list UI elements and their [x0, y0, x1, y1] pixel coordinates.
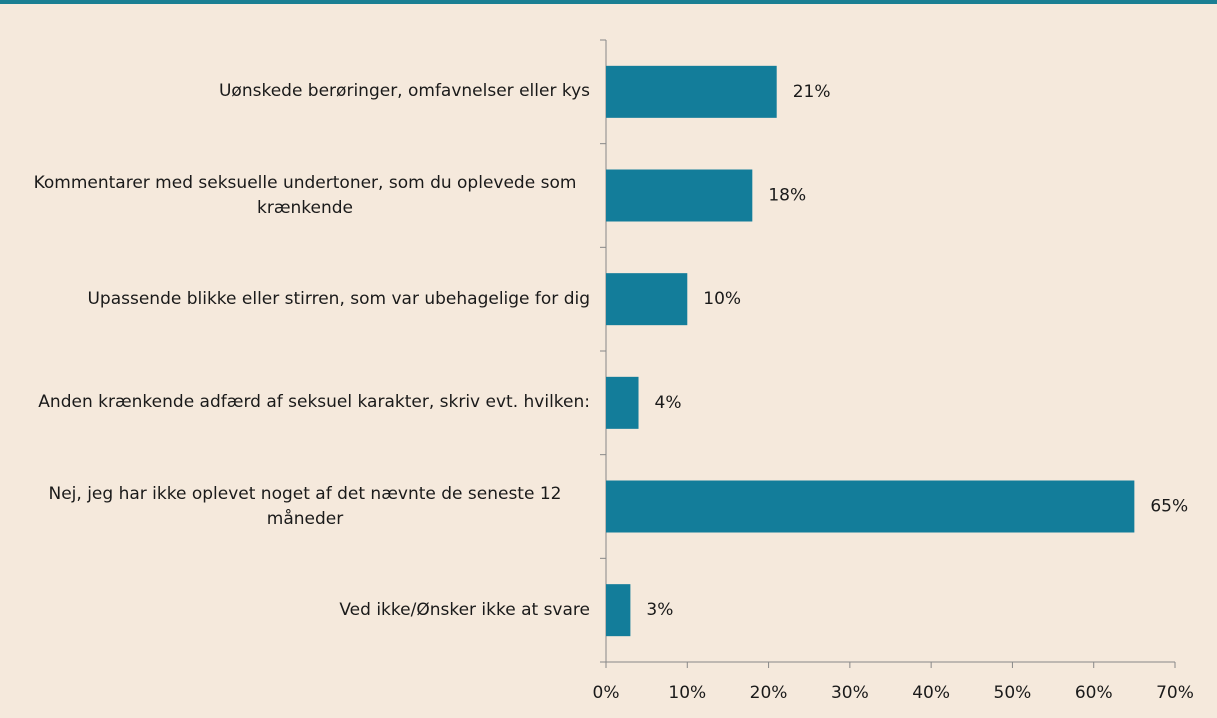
category-label: Ved ikke/Ønsker ikke at svare — [339, 599, 590, 620]
x-tick-label: 50% — [994, 683, 1032, 703]
x-tick-label: 60% — [1075, 683, 1113, 703]
bar — [606, 480, 1135, 533]
category-label-box: Nej, jeg har ikke oplevet noget af det n… — [20, 467, 590, 547]
category-label-box: Upassende blikke eller stirren, som var … — [20, 259, 590, 339]
top-rule — [0, 0, 1217, 4]
bar — [606, 376, 639, 429]
data-label: 10% — [703, 289, 741, 309]
category-label: Nej, jeg har ikke oplevet noget af det n… — [48, 483, 562, 529]
x-tick-label: 0% — [593, 683, 620, 703]
category-label: Upassende blikke eller stirren, som var … — [87, 288, 590, 309]
x-tick-label: 10% — [668, 683, 706, 703]
bar — [606, 584, 631, 637]
x-tick-label: 70% — [1156, 683, 1194, 703]
category-label: Anden krænkende adfærd af seksuel karakt… — [38, 392, 590, 413]
category-label-box: Anden krænkende adfærd af seksuel karakt… — [20, 363, 590, 443]
category-label: Uønskede berøringer, omfavnelser eller k… — [218, 81, 590, 102]
data-label: 21% — [793, 82, 831, 102]
data-label: 4% — [655, 393, 682, 413]
bar — [606, 65, 777, 118]
category-label-box: Kommentarer med seksuelle undertoner, so… — [20, 156, 590, 236]
data-label: 18% — [768, 186, 806, 206]
bar — [606, 273, 688, 326]
category-label: Kommentarer med seksuelle undertoner, so… — [33, 172, 577, 218]
category-label-box: Uønskede berøringer, omfavnelser eller k… — [20, 52, 590, 132]
x-tick-label: 30% — [831, 683, 869, 703]
x-tick-label: 40% — [912, 683, 950, 703]
category-label-box: Ved ikke/Ønsker ikke at svare — [20, 570, 590, 650]
x-tick-label: 20% — [750, 683, 788, 703]
data-label: 65% — [1150, 497, 1188, 517]
bar — [606, 169, 753, 222]
data-label: 3% — [646, 600, 673, 620]
